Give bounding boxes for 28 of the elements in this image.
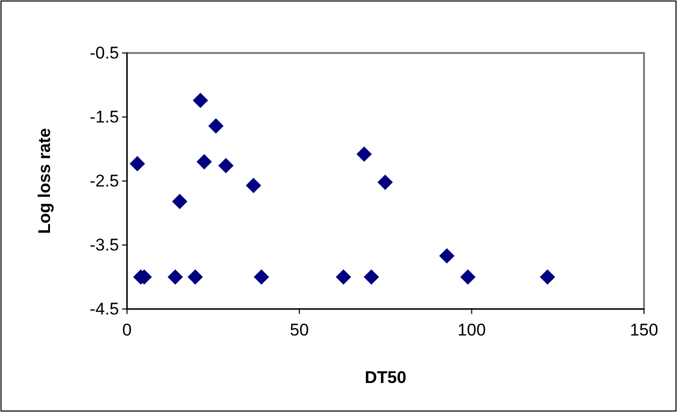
y-tick-label: -4.5 xyxy=(90,299,119,318)
point xyxy=(208,118,224,134)
y-tick-label: -0.5 xyxy=(90,43,119,62)
point xyxy=(192,92,208,108)
y-tick-label: -2.5 xyxy=(90,171,119,190)
point xyxy=(218,158,234,174)
point xyxy=(246,178,262,194)
x-tick-label: 0 xyxy=(122,320,132,340)
x-tick-label: 150 xyxy=(630,320,658,340)
x-tick-label: 50 xyxy=(290,320,309,340)
point xyxy=(540,269,556,285)
point xyxy=(377,174,393,190)
y-tick-label: -1.5 xyxy=(90,107,119,126)
y-tick-label: -3.5 xyxy=(90,235,119,254)
point xyxy=(460,269,476,285)
y-axis-title: Log loss rate xyxy=(35,128,54,234)
x-tick-label: 100 xyxy=(457,320,486,340)
point xyxy=(172,194,188,210)
x-axis-title: DT50 xyxy=(364,368,406,387)
point xyxy=(130,156,146,172)
point xyxy=(196,154,212,170)
point xyxy=(254,269,270,285)
point xyxy=(336,269,352,285)
point xyxy=(168,269,183,285)
point xyxy=(364,269,380,285)
point xyxy=(356,146,372,162)
point xyxy=(439,248,455,264)
point xyxy=(188,269,203,285)
